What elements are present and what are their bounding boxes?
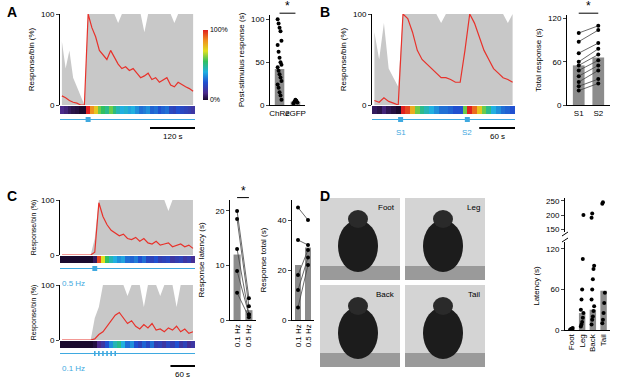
svg-text:0: 0 (362, 101, 367, 110)
svg-text:100: 100 (41, 196, 55, 205)
svg-text:40: 40 (277, 216, 286, 225)
svg-text:*: * (285, 0, 290, 13)
svg-text:60 s: 60 s (175, 370, 190, 379)
svg-text:B: B (320, 4, 330, 20)
svg-text:0: 0 (50, 336, 55, 345)
svg-text:120: 120 (546, 245, 560, 254)
svg-text:0: 0 (50, 101, 55, 110)
svg-text:0.5 Hz: 0.5 Hz (304, 324, 313, 347)
svg-text:eGFP: eGFP (285, 109, 306, 118)
svg-text:60: 60 (550, 285, 559, 294)
svg-text:0.5 Hz: 0.5 Hz (62, 279, 85, 288)
svg-text:S1: S1 (574, 109, 584, 118)
svg-text:0.5 Hz: 0.5 Hz (245, 324, 254, 347)
svg-text:0: 0 (555, 326, 560, 335)
svg-text:C: C (7, 188, 17, 204)
svg-text:60: 60 (552, 58, 561, 67)
svg-text:Leg: Leg (467, 203, 480, 212)
svg-text:Foot: Foot (378, 203, 395, 212)
svg-text:Back: Back (588, 333, 597, 352)
svg-text:Latency (s): Latency (s) (532, 266, 541, 306)
svg-text:S1: S1 (396, 128, 406, 137)
svg-text:Response total (s): Response total (s) (259, 227, 268, 292)
svg-text:D: D (320, 188, 330, 204)
svg-text:0.1 Hz: 0.1 Hz (294, 324, 303, 347)
svg-text:S2: S2 (462, 128, 472, 137)
svg-text:Response/bin (%): Response/bin (%) (27, 27, 36, 91)
svg-text:Total response (s): Total response (s) (534, 28, 543, 92)
svg-text:0%: 0% (210, 96, 220, 103)
svg-text:Foot: Foot (567, 333, 576, 350)
svg-text:0: 0 (50, 251, 55, 260)
svg-text:Response/bin (%): Response/bin (%) (30, 285, 38, 341)
svg-text:Response/bin (%): Response/bin (%) (30, 200, 38, 256)
svg-text:200: 200 (546, 211, 560, 220)
svg-text:Tail: Tail (468, 290, 480, 299)
svg-text:60 s: 60 s (490, 132, 505, 141)
svg-text:150: 150 (546, 225, 560, 234)
svg-text:Tail: Tail (599, 334, 608, 346)
svg-text:100: 100 (251, 15, 265, 24)
svg-text:Response/bin (%): Response/bin (%) (339, 27, 348, 91)
svg-text:0: 0 (282, 316, 287, 325)
svg-text:S2: S2 (593, 109, 603, 118)
svg-text:*: * (241, 184, 246, 198)
svg-text:20: 20 (215, 207, 224, 216)
svg-text:20: 20 (277, 266, 286, 275)
svg-text:ChR2: ChR2 (269, 109, 290, 118)
svg-text:Post-stimulus response (s): Post-stimulus response (s) (237, 12, 246, 107)
svg-text:*: * (586, 0, 591, 13)
svg-text:50: 50 (255, 58, 264, 67)
svg-text:100: 100 (41, 281, 55, 290)
svg-text:0: 0 (557, 101, 562, 110)
svg-text:0: 0 (260, 101, 265, 110)
svg-text:250: 250 (546, 197, 560, 206)
svg-text:Leg: Leg (578, 334, 587, 347)
svg-text:120 s: 120 s (163, 132, 183, 141)
svg-text:100: 100 (353, 10, 367, 19)
svg-text:0.1 Hz: 0.1 Hz (233, 324, 242, 347)
svg-text:100: 100 (41, 10, 55, 19)
svg-text:A: A (7, 4, 17, 20)
svg-text:100%: 100% (210, 26, 228, 33)
svg-text:10: 10 (215, 261, 224, 270)
svg-text:0.1 Hz: 0.1 Hz (62, 364, 85, 373)
svg-text:Response latency (s): Response latency (s) (197, 222, 206, 297)
svg-text:Back: Back (376, 290, 395, 299)
svg-text:0: 0 (220, 316, 225, 325)
svg-text:120: 120 (548, 14, 562, 23)
